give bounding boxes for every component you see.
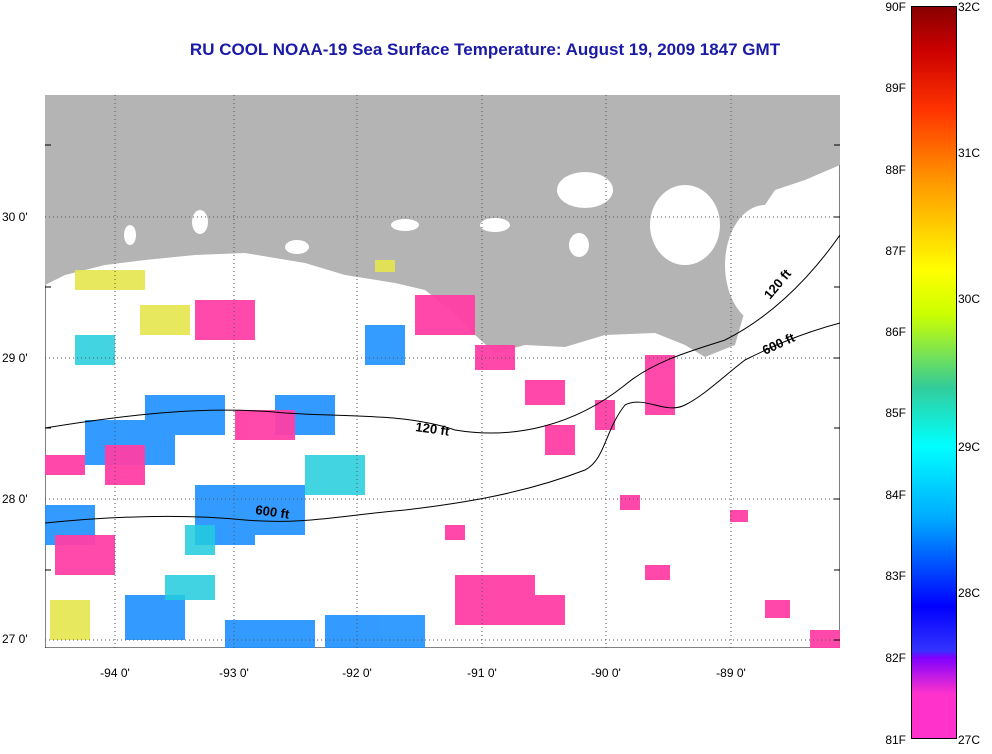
frame-ticks <box>45 144 840 641</box>
contour-label-600-west: 600 ft <box>255 502 291 522</box>
colorbar-f-label: 90F <box>885 0 906 14</box>
colorbar-c-label: 28C <box>958 586 981 600</box>
lat-label: 28 0' <box>2 492 28 506</box>
colorbar-f-label: 85F <box>885 406 906 420</box>
lat-label: 29 0' <box>2 351 28 365</box>
colorbar-c-label: 27C <box>958 733 981 747</box>
map-title: RU COOL NOAA-19 Sea Surface Temperature:… <box>189 40 781 59</box>
lon-label: -90 0' <box>591 666 621 680</box>
lat-label: 27 0' <box>2 632 28 646</box>
inland-water <box>124 172 805 325</box>
colorbar-f-label: 83F <box>885 569 906 583</box>
temperature-colorbar <box>911 6 957 739</box>
lon-label: -92 0' <box>342 666 372 680</box>
colorbar-f-label: 81F <box>885 733 906 747</box>
colorbar-f-label: 84F <box>885 488 906 502</box>
colorbar-c-label: 31C <box>958 146 981 160</box>
colorbar-c-label: 30C <box>958 292 981 306</box>
contour-120ft <box>45 234 840 434</box>
lon-label: -89 0' <box>716 666 746 680</box>
contour-label-120-west: 120 ft <box>415 419 451 439</box>
lon-label: -94 0' <box>100 666 130 680</box>
sst-yellow-patches <box>50 260 395 640</box>
sst-cyan-patches <box>75 335 365 600</box>
colorbar-f-label: 82F <box>885 651 906 665</box>
contour-600ft <box>45 322 840 524</box>
lon-label: -91 0' <box>467 666 497 680</box>
land-mass <box>45 95 840 357</box>
sst-cool-patches <box>45 325 425 648</box>
colorbar-f-label: 88F <box>885 163 906 177</box>
colorbar-c-label: 32C <box>958 0 981 14</box>
colorbar-f-label: 86F <box>885 325 906 339</box>
lat-label: 30 0' <box>2 210 28 224</box>
colorbar-f-label: 87F <box>885 244 906 258</box>
colorbar-c-label: 29C <box>958 440 981 454</box>
sst-map: 120 ft 600 ft 120 ft 600 ft <box>45 95 840 648</box>
colorbar-f-label: 89F <box>885 81 906 95</box>
sst-pink-patches <box>45 295 840 648</box>
lon-label: -93 0' <box>219 666 249 680</box>
